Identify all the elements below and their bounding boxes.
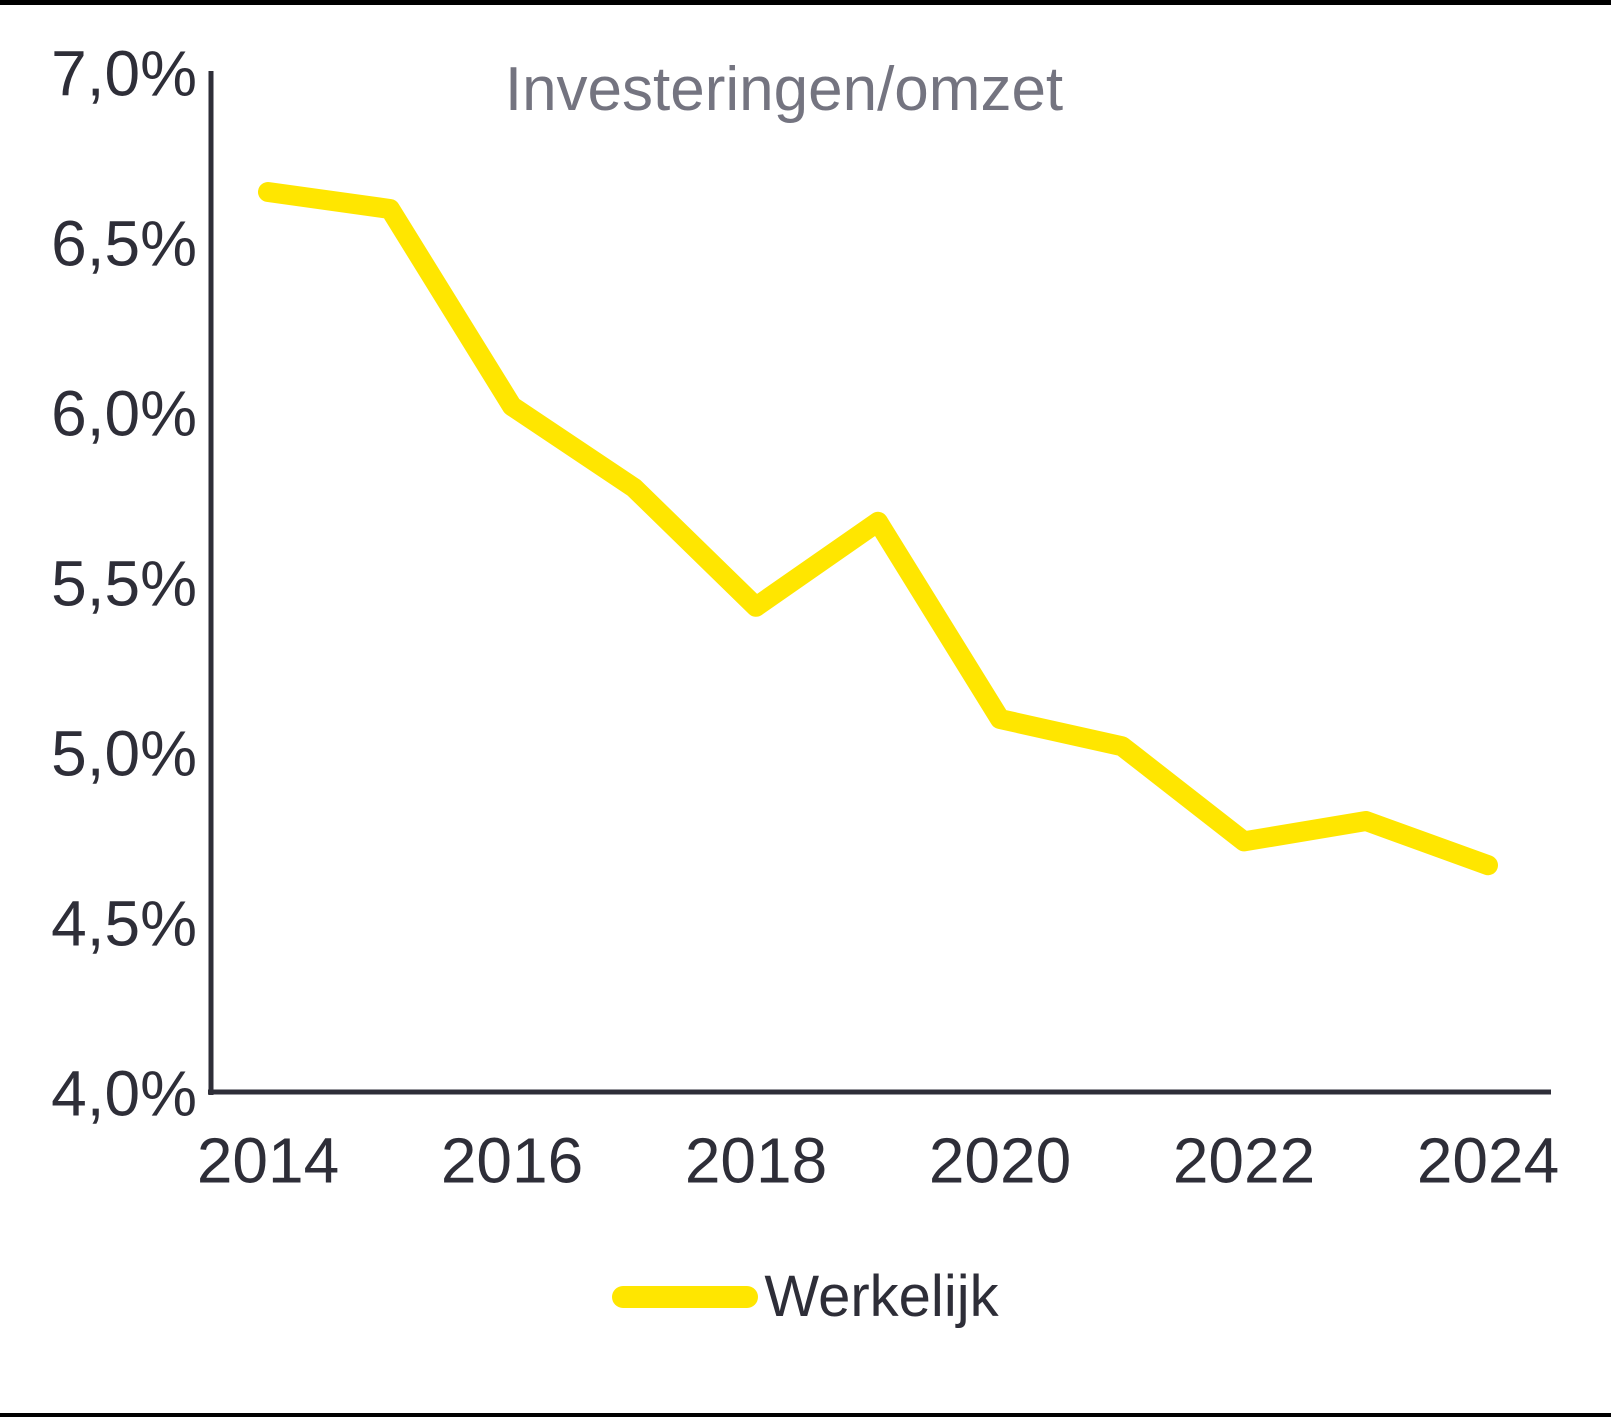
x-axis-tick-labels: 2014 2016 2018 2020 2022 2024 [197,1124,1559,1196]
y-axis-tick-label: 6,0% [51,377,197,449]
bottom-border [0,1413,1611,1417]
x-axis-tick-label: 2014 [197,1124,339,1196]
legend-swatch-werkelijk [612,1286,759,1308]
chart-title: Investeringen/omzet [505,55,1063,124]
y-axis-tick-label: 6,5% [51,207,197,279]
x-axis-tick-label: 2022 [1173,1124,1315,1196]
x-axis-tick-label: 2024 [1417,1124,1559,1196]
y-axis-tick-label: 5,5% [51,547,197,619]
x-axis-tick-label: 2018 [685,1124,827,1196]
y-axis-tick-labels: 7,0% 6,5% 6,0% 5,5% 5,0% 4,5% 4,0% [51,37,197,1129]
y-axis-tick-label: 4,5% [51,887,197,959]
top-border [0,0,1611,5]
x-axis-tick-label: 2020 [929,1124,1071,1196]
y-axis-tick-label: 7,0% [51,37,197,109]
series-line-werkelijk [258,182,1498,876]
y-axis-tick-label: 5,0% [51,717,197,789]
x-axis-tick-label: 2016 [441,1124,583,1196]
legend-label: Werkelijk [764,1264,999,1329]
legend: Werkelijk [0,1262,1611,1332]
y-axis-tick-label: 4,0% [51,1057,197,1129]
